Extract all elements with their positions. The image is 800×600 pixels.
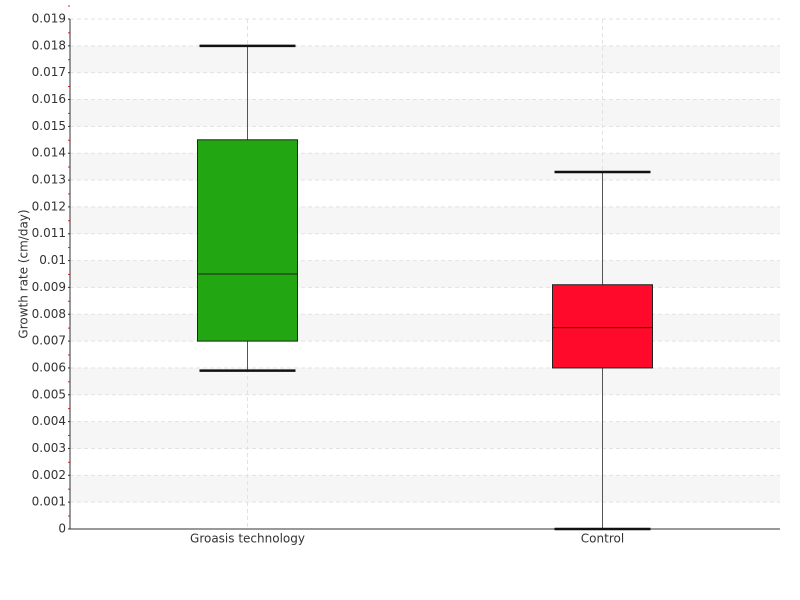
grid-band bbox=[70, 153, 780, 181]
y-tick-label: 0.007 bbox=[32, 334, 66, 348]
y-tick-label: 0.013 bbox=[32, 173, 66, 187]
y-tick-label: 0.009 bbox=[32, 280, 66, 294]
grid-band bbox=[70, 421, 780, 449]
y-tick-label: 0.002 bbox=[32, 468, 66, 482]
box bbox=[197, 139, 298, 342]
y-tick-label: 0.001 bbox=[32, 495, 66, 509]
y-tick-label: 0.016 bbox=[32, 92, 66, 106]
y-tick-label: 0.006 bbox=[32, 360, 66, 374]
grid-band bbox=[70, 45, 780, 73]
y-tick-label: 0.004 bbox=[32, 414, 66, 428]
y-tick-label: 0.019 bbox=[32, 12, 66, 26]
grid-band bbox=[70, 367, 780, 395]
y-tick-label: 0.011 bbox=[32, 226, 66, 240]
y-tick-label: 0.017 bbox=[32, 65, 66, 79]
y-tick-label: 0.01 bbox=[39, 253, 66, 267]
y-tick-label: 0.018 bbox=[32, 38, 66, 52]
y-tick-label: 0 bbox=[58, 522, 66, 536]
y-tick-label: 0.014 bbox=[32, 146, 66, 160]
x-tick-label: Groasis technology bbox=[190, 532, 305, 546]
y-tick-label: 0.008 bbox=[32, 307, 66, 321]
y-axis-label: Growth rate (cm/day) bbox=[17, 209, 31, 338]
y-tick-label: 0.005 bbox=[32, 387, 66, 401]
grid-band bbox=[70, 206, 780, 234]
x-tick-label: Control bbox=[581, 532, 624, 546]
box bbox=[552, 284, 653, 369]
y-tick-label: 0.015 bbox=[32, 119, 66, 133]
y-tick-label: 0.003 bbox=[32, 441, 66, 455]
grid-band bbox=[70, 99, 780, 127]
grid-band bbox=[70, 314, 780, 342]
grid-band bbox=[70, 475, 780, 503]
grid-band bbox=[70, 260, 780, 288]
y-tick-label: 0.012 bbox=[32, 199, 66, 213]
